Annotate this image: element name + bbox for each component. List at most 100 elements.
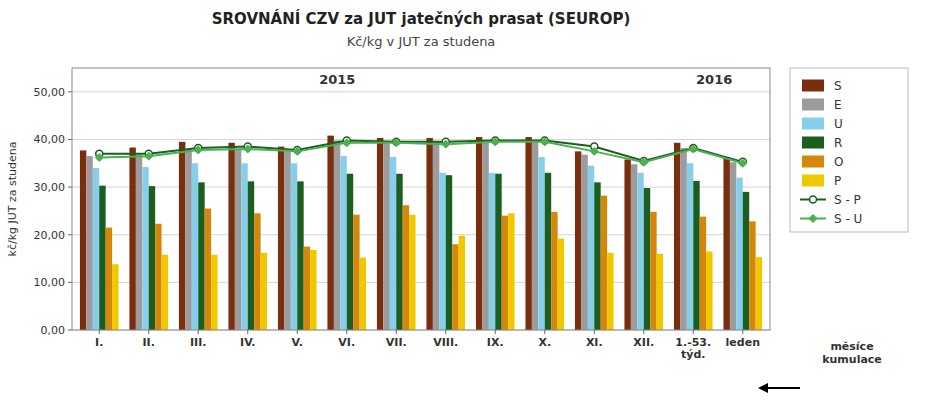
x-tick-label: VI. [338,336,355,349]
bar [278,147,284,330]
legend-label: S - P [834,193,861,207]
legend-marker [810,196,817,203]
marker [343,139,351,147]
x-tick [396,330,397,334]
bar [588,166,594,330]
bar [489,173,495,330]
text-line: VII. [386,336,407,349]
bar [254,213,260,330]
y-tick-label: 20,00 [34,229,66,242]
bar-series [93,156,743,330]
legend-swatch [802,80,824,92]
bar [459,236,465,330]
grid-line [72,282,770,283]
marker [293,147,301,155]
text-line: IV. [240,336,255,349]
arrow [766,387,800,389]
chart-container: SROVNÁNÍ CZV za JUT jatečných prasat (SE… [0,0,952,407]
bar [495,174,501,330]
x-axis-label: měsícekumulace [822,340,882,366]
x-tick-label: I. [95,336,103,349]
legend-box [790,68,908,232]
bar [601,196,607,330]
marker [689,145,697,153]
bar [347,174,353,330]
y-tick [68,187,72,188]
text-line: II. [143,336,155,349]
bar [508,213,514,330]
y-tick-label: 40,00 [34,133,66,146]
bar [756,257,762,330]
x-tick [544,330,545,334]
text-line: I. [95,336,103,349]
bar [736,178,742,330]
marker [590,147,598,155]
legend-swatch [802,99,824,111]
bar [112,264,118,330]
bar [93,168,99,330]
bar [743,192,749,330]
x-tick-label: XI. [586,336,603,349]
bar [205,209,211,330]
bar [403,205,409,330]
bar [439,173,445,330]
marker [541,138,549,146]
text-line: III. [190,336,206,349]
bar [235,149,241,330]
bar [650,212,656,330]
bar [545,173,551,330]
text-line: XII. [633,336,654,349]
bar [310,250,316,330]
bar [558,239,564,330]
bar [607,253,613,330]
x-tick [693,330,694,334]
bar [502,216,508,330]
y-tick [68,330,72,331]
bar [179,142,185,330]
bar [162,255,168,330]
bar [390,157,396,330]
marker [244,145,252,153]
title: SROVNÁNÍ CZV za JUT jatečných prasat (SE… [212,9,631,28]
bar [142,167,148,330]
marker [739,159,747,167]
bar [360,258,366,330]
y-tick-label: 30,00 [34,181,66,194]
bar-series [99,173,749,330]
bar [192,163,198,330]
bar [106,228,112,330]
bar [353,215,359,330]
bar [706,251,712,330]
x-tick-label: III. [190,336,206,349]
bar [291,163,297,330]
bar [426,138,432,330]
grid-line [72,234,770,235]
marker [491,138,499,146]
bar [525,137,531,330]
arrow-head [758,383,768,393]
bar-series [80,136,730,330]
bar [86,156,92,330]
bar [261,253,267,330]
x-tick-label: V. [292,336,303,349]
x-tick-label: XII. [633,336,654,349]
text-line: měsíce [830,340,873,353]
bar [155,224,161,330]
bar [637,173,643,330]
legend-label: S [834,79,842,93]
marker [442,140,450,148]
bar [532,140,538,330]
plot-frame [72,68,770,330]
x-tick [198,330,199,334]
bar [723,158,729,330]
bar [476,137,482,330]
line [99,142,743,163]
bar [730,162,736,330]
background [0,0,952,407]
y-tick-label: 10,00 [34,276,66,289]
text-line: VI. [338,336,355,349]
bar [211,255,217,330]
bar [396,174,402,330]
bar [136,155,142,330]
y-tick [68,282,72,283]
